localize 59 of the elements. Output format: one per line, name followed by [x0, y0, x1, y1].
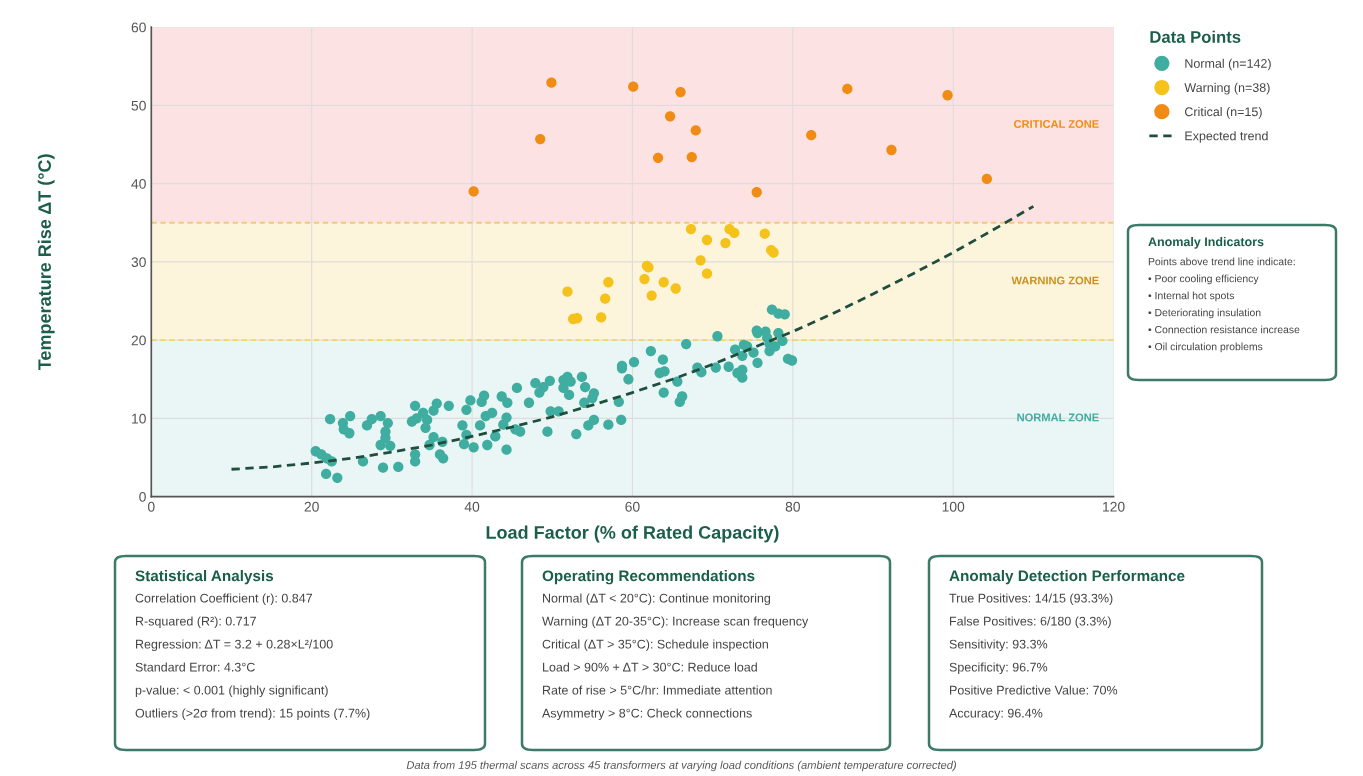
point: [720, 237, 731, 249]
x-tick-label: 100: [942, 501, 965, 512]
y-axis-title: Temperature Rise ΔT (°C): [37, 154, 55, 371]
point: [686, 151, 697, 163]
y-tick-label: 20: [131, 335, 146, 346]
point: [886, 144, 897, 156]
point: [468, 186, 479, 197]
x-tick-label: 120: [1103, 501, 1125, 512]
point: [628, 81, 639, 92]
point: [562, 286, 573, 297]
point: [670, 283, 681, 294]
band-label: WARNING ZONE: [1011, 276, 1099, 285]
point: [675, 86, 686, 98]
point: [596, 312, 607, 323]
y-tick-label: 40: [131, 178, 146, 189]
point: [664, 111, 676, 122]
point: [658, 277, 669, 288]
text: Operating Recommendations Normal (ΔT < 20°C): Continue monitoring Warning (ΔT 20-35°C): Increase scan frequency Critical (ΔT > 35°C): Schedule inspection Load > 90% + ΔT > 30°C: Reduce load Rate of rise > 5°C/hr: Immediate attention Asymmetry > 8°C: Check connections: [542, 570, 809, 721]
point: [535, 133, 546, 145]
y-tick-label: 60: [131, 22, 146, 33]
x-tick-label: 20: [304, 501, 319, 512]
text: Anomaly Indicators Points above trend line indicate: • Poor cooling efficiency • Internal hot spots • Deteriorating insulation • Connection resistance increase • Oil circulation problems: [1148, 237, 1300, 353]
point: [603, 277, 614, 288]
y-tick-label: 30: [131, 257, 146, 268]
point: [701, 268, 713, 279]
band-label: NORMAL ZONE: [1017, 413, 1099, 422]
y-tick-label: 0: [139, 491, 146, 502]
y-tick-label: 10: [132, 413, 146, 424]
legend-title: Data Points: [1150, 30, 1241, 43]
y-tick-label: 50: [131, 100, 146, 111]
text: Anomaly Detection Performance True Positives: 14/15 (93.3%) False Positives: 6/180 (3.3%) Sensitivity: 93.3% Specificity: 96.7% Positive Predictive Value: 70% Accuracy: 96.4%: [949, 570, 1185, 721]
point: [546, 77, 557, 88]
point: [695, 255, 706, 266]
point: [981, 173, 993, 185]
point: [652, 152, 664, 163]
point: [639, 273, 650, 285]
point: [759, 228, 770, 239]
point: [729, 227, 740, 239]
band-label: CRITICAL ZONE: [1013, 120, 1099, 128]
text: Data from 195 thermal scans across 45 transformers at varying load conditions (ambient temperature corrected): [406, 760, 956, 772]
legend-label: Expected trend: [1185, 131, 1268, 143]
point: [806, 129, 817, 141]
point: [751, 187, 762, 198]
point: [646, 290, 657, 301]
point: [600, 293, 611, 304]
point: [690, 125, 701, 136]
x-tick-label: 60: [625, 501, 640, 512]
x-axis-title: Load Factor (% of Rated Capacity): [486, 525, 779, 543]
point: [701, 234, 713, 246]
point: [842, 83, 853, 95]
point: [942, 90, 953, 101]
x-tick-label: 40: [464, 501, 480, 512]
x-tick-label: 0: [147, 501, 155, 512]
text: Statistical Analysis Correlation Coefficient (r): 0.847 R-squared (R²): 0.717 Regression: ΔT = 3.2 + 0.28×L²/100 Standard Error: 4.3°C p-value: < 0.001 (highly significant) Outliers (>2σ from trend): 15 points (7.7%): [135, 570, 370, 721]
point: [685, 223, 697, 235]
x-tick-label: 80: [785, 501, 800, 512]
legend-label: Critical (n=15): [1184, 106, 1262, 119]
legend-label: Warning (n=38): [1184, 82, 1270, 95]
legend-label: Normal (n=142): [1185, 58, 1271, 71]
